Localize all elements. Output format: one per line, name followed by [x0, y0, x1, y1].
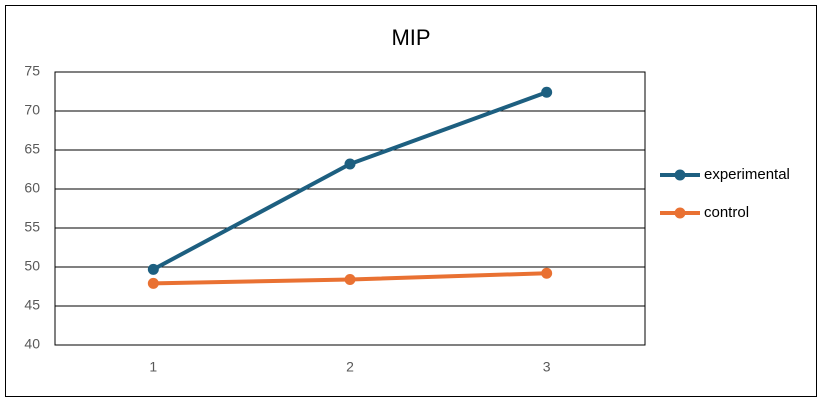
- x-tick-label: 1: [149, 359, 157, 375]
- data-point: [344, 273, 356, 285]
- legend-marker: [674, 169, 686, 181]
- y-tick-label: 55: [24, 219, 40, 235]
- legend-text: control: [704, 204, 749, 221]
- y-tick-label: 70: [24, 102, 40, 118]
- data-point: [147, 277, 159, 289]
- x-tick-label: 3: [543, 359, 551, 375]
- y-tick-label: 60: [24, 180, 40, 196]
- chart-frame: [5, 5, 817, 397]
- data-point: [541, 267, 553, 279]
- y-tick-label: 65: [24, 141, 40, 157]
- y-tick-label: 40: [24, 336, 40, 352]
- legend-marker: [674, 207, 686, 219]
- x-tick-label: 2: [346, 359, 354, 375]
- data-point: [541, 86, 553, 98]
- plot-border: [54, 71, 646, 346]
- data-point: [344, 158, 356, 170]
- legend-text: experimental: [704, 166, 790, 183]
- y-tick-label: 50: [24, 258, 40, 274]
- y-tick-label: 45: [24, 297, 40, 313]
- y-tick-label: 75: [24, 63, 40, 79]
- data-point: [147, 263, 159, 275]
- chart-title: MIP: [391, 25, 430, 50]
